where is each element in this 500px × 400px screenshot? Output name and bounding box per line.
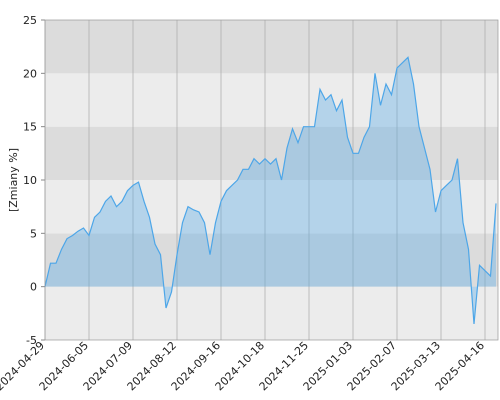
y-tick-label: 25 [23,14,37,27]
grid-band [45,73,498,127]
y-tick-label: 20 [23,67,37,80]
y-axis-label: [Zmiany %] [7,148,20,212]
y-tick-label: 5 [30,227,37,240]
grid-band [45,286,498,340]
grid-band [45,233,498,287]
grid-band [45,20,498,74]
grid-band [45,126,498,180]
y-tick-label: 10 [23,174,37,187]
grid-band [45,180,498,234]
line [44,56,497,325]
y-tick-label: 15 [23,121,37,134]
area-fill [45,57,496,324]
y-tick-label: 0 [30,281,37,294]
y-tick-label: -5 [26,334,37,347]
plot-border [44,19,499,341]
